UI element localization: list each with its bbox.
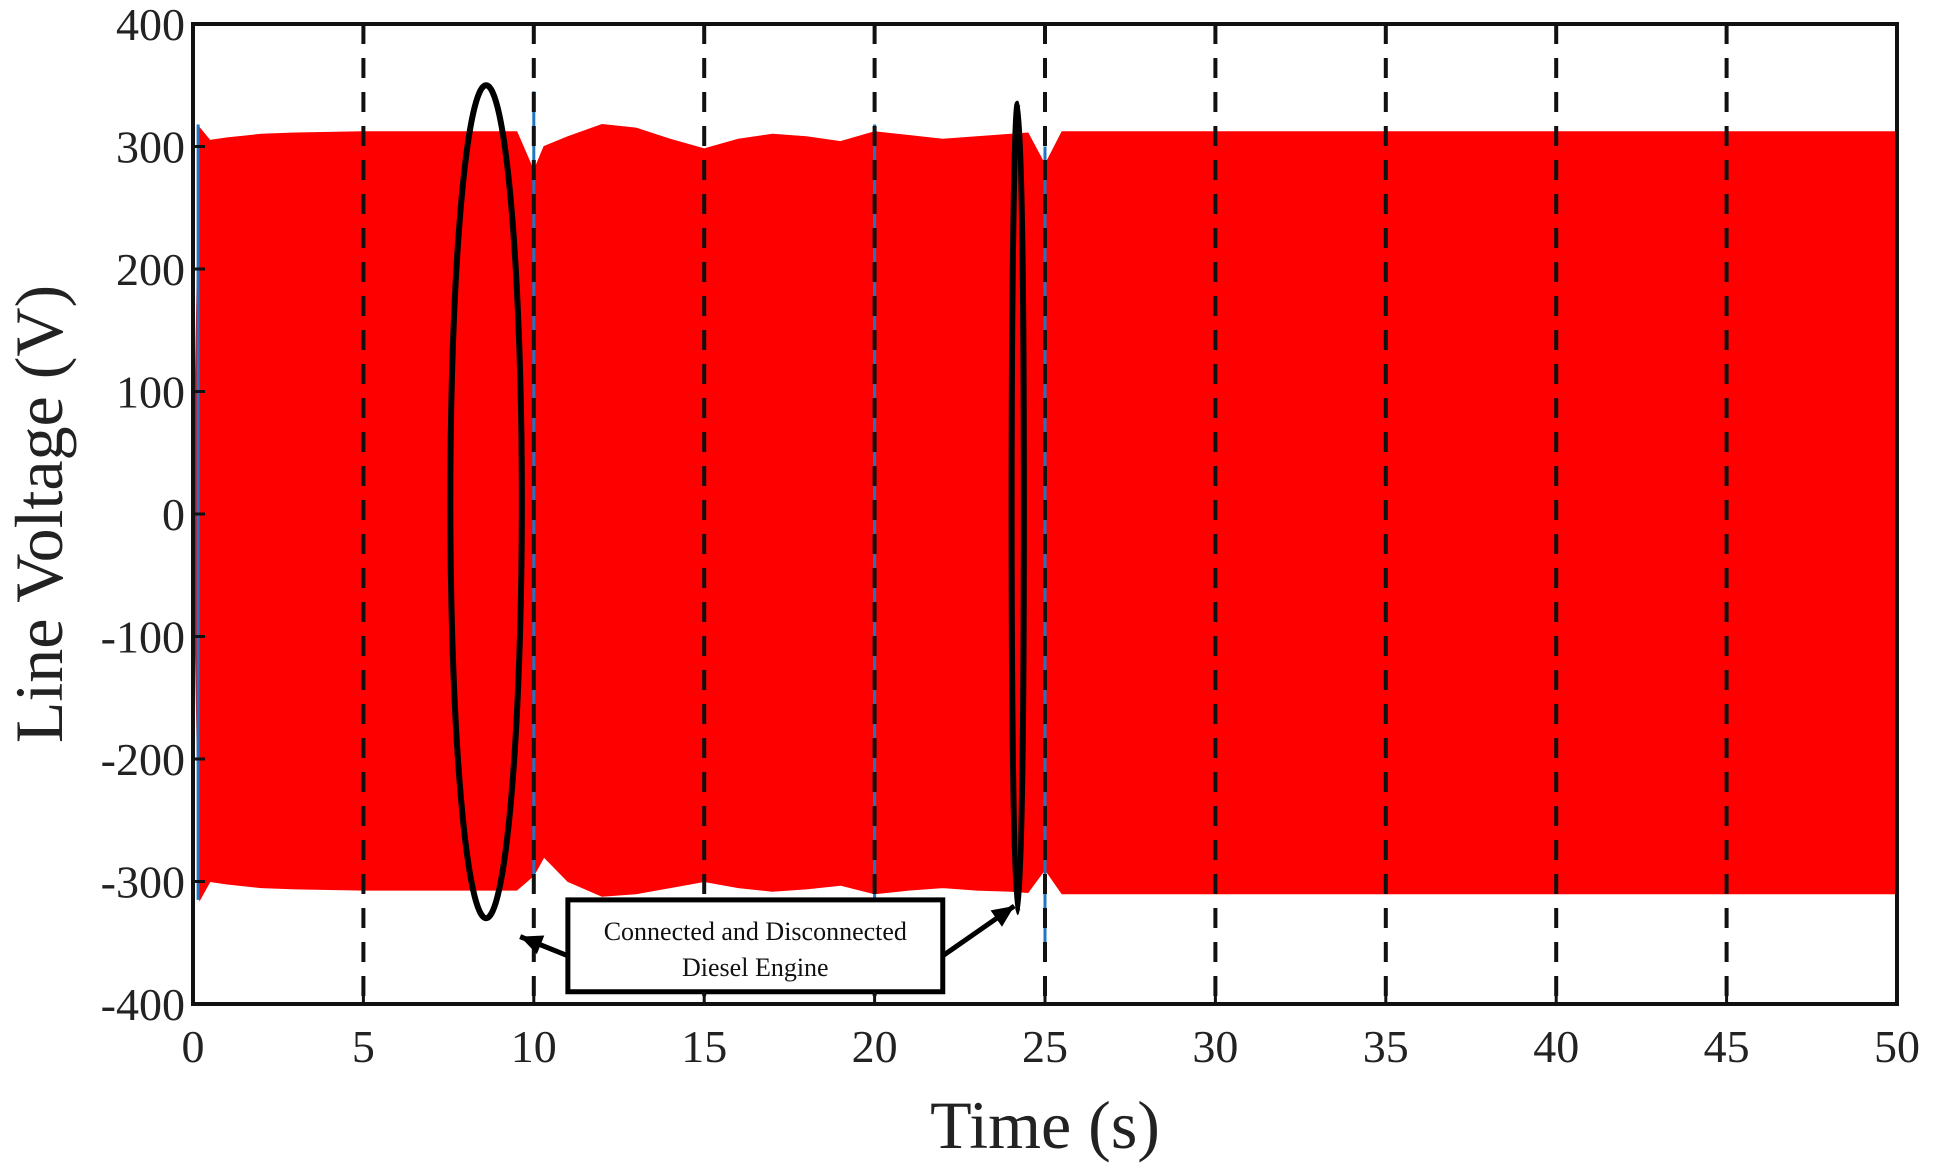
y-tick-label: -300 (101, 857, 185, 908)
x-tick-label: 30 (1192, 1021, 1238, 1072)
y-axis-title: Line Voltage (V) (1, 285, 77, 743)
x-tick-label: 20 (852, 1021, 898, 1072)
highlight-ellipse-1 (1008, 100, 1027, 916)
y-tick-label: 100 (116, 367, 185, 418)
arrow-head-0 (520, 935, 545, 955)
x-tick-label: 50 (1874, 1021, 1920, 1072)
y-tick-label: 400 (116, 0, 185, 50)
y-tick-label: 0 (162, 489, 185, 540)
highlight-ellipse-0 (447, 82, 525, 922)
x-tick-label: 35 (1363, 1021, 1409, 1072)
annotation-text-line: Connected and Disconnected (604, 917, 907, 946)
grid-lines (361, 24, 1729, 1004)
x-tick-label: 40 (1533, 1021, 1579, 1072)
y-tick-label: 200 (116, 244, 185, 295)
axis-ticks (191, 22, 1899, 1006)
x-axis-title: Time (s) (930, 1087, 1160, 1163)
arrow-head-1 (990, 906, 1015, 927)
x-tick-label: 45 (1704, 1021, 1750, 1072)
annotation-text-line: Diesel Engine (682, 953, 829, 982)
x-tick-label: 10 (511, 1021, 557, 1072)
y-tick-label: -200 (101, 734, 185, 785)
tick-labels: 0 5 10 15 20 25 30 35 40 45 50 -400 -300 -200 -100 0 100… (101, 0, 1920, 1072)
y-tick-label: -100 (101, 612, 185, 663)
x-tick-label: 5 (352, 1021, 375, 1072)
x-tick-label: 0 (182, 1021, 205, 1072)
x-tick-label: 25 (1022, 1021, 1068, 1072)
x-tick-label: 15 (681, 1021, 727, 1072)
annotation-box (565, 897, 946, 995)
annotation: Connected and Disconnected Diesel Engine (447, 82, 1027, 995)
y-tick-label: 300 (116, 122, 185, 173)
y-tick-label: -400 (101, 979, 185, 1030)
